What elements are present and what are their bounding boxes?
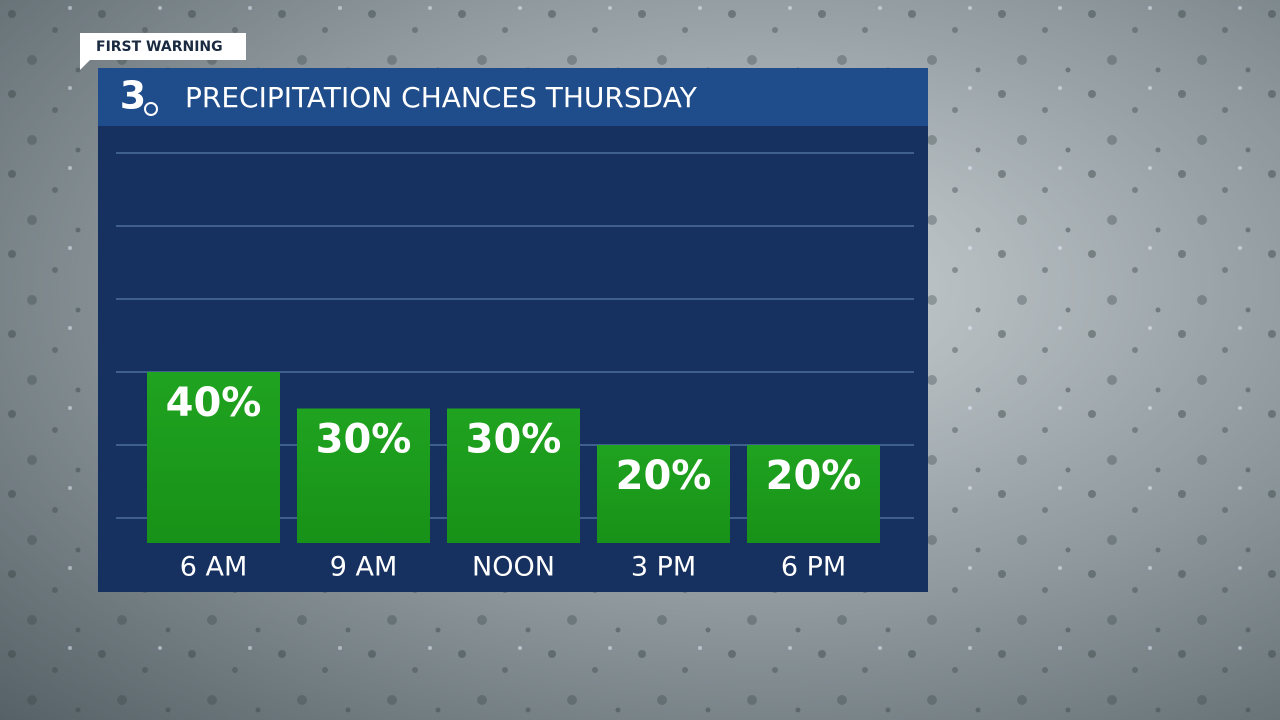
x-tick-label: 3 PM — [631, 552, 696, 583]
x-tick-label: 6 PM — [781, 552, 846, 583]
badge-box — [80, 33, 246, 60]
value-label: 40% — [166, 380, 262, 426]
station-logo: 3 — [120, 74, 146, 118]
badge-text: FIRST WARNING — [96, 39, 223, 55]
logo-eye — [144, 102, 158, 116]
plot: 40% 6 AM 30% 9 AM 30% NOON 20% 3 PM 20% 6 PM — [116, 152, 914, 583]
chart-title: PRECIPITATION CHANCES THURSDAY — [185, 81, 698, 114]
bar-shade — [297, 408, 430, 543]
value-label: 30% — [466, 417, 562, 463]
value-label: 20% — [616, 453, 712, 499]
bar-shade — [747, 445, 880, 543]
value-label: 30% — [316, 417, 412, 463]
value-label: 20% — [766, 453, 862, 499]
bar-shade — [447, 408, 580, 543]
bar-shade — [147, 372, 280, 543]
badge-tail — [80, 60, 90, 70]
bar-shade — [597, 445, 730, 543]
x-tick-label: 6 AM — [180, 552, 248, 583]
x-tick-label: NOON — [472, 552, 555, 583]
x-tick-label: 9 AM — [330, 552, 398, 583]
header-band — [98, 68, 928, 126]
